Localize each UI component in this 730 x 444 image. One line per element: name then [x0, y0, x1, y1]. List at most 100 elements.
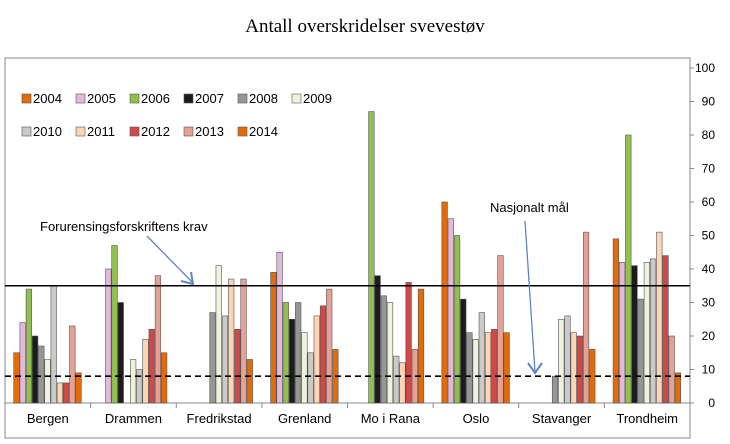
target-annotation: Nasjonalt mål: [490, 200, 569, 215]
bar-2012-Trondheim: [662, 255, 669, 404]
y-tick-label: 60: [702, 195, 716, 209]
bar-2004-Bergen: [13, 352, 20, 404]
category-label: Oslo: [463, 411, 490, 426]
bar-2007-Bergen: [32, 335, 39, 404]
y-tick-label: 10: [702, 363, 716, 377]
bar-2012-Fredrikstad: [234, 328, 241, 404]
legend-label: 2010: [33, 124, 62, 139]
bar-2009-Grenland: [301, 332, 308, 404]
y-tick-label: 0: [708, 396, 715, 410]
bar-2012-Drammen: [148, 328, 155, 404]
category-label: Grenland: [278, 411, 331, 426]
bar-2014-Drammen: [161, 352, 168, 404]
x-axis: Bergen Drammen Fredrikstad Grenland Mo i Ran…: [27, 403, 691, 426]
bar-2012-Stavanger: [576, 335, 583, 404]
bar-2011-Grenland: [313, 315, 320, 404]
bar-2013-Grenland: [326, 288, 333, 404]
legend-swatch: [129, 126, 140, 137]
category-label: Mo i Rana: [361, 411, 421, 426]
bar-2006-Trondheim: [625, 134, 632, 404]
y-tick-label: 20: [702, 329, 716, 343]
legend-label: 2011: [87, 124, 115, 139]
bar-2004-Oslo: [441, 201, 448, 404]
legend-label: 2004: [33, 91, 62, 106]
legend-label: 2008: [249, 91, 278, 106]
bar-2013-Fredrikstad: [240, 278, 247, 404]
bar-2014-Bergen: [75, 372, 82, 404]
legend-swatch: [183, 126, 194, 137]
bar-2008-Mo-i-Rana: [380, 295, 387, 404]
bar-2007-Drammen: [117, 302, 124, 404]
bar-2011-Drammen: [142, 339, 149, 404]
legend: 2004 2005 2006 2007 2008 2009 2010 2011 2012 2013…: [21, 91, 332, 139]
bar-2014-Trondheim: [674, 372, 681, 404]
bar-2010-Trondheim: [649, 258, 657, 404]
bar-2009-Bergen: [44, 359, 51, 404]
bar-2010-Oslo: [478, 312, 485, 404]
bar-2013-Stavanger: [582, 231, 590, 404]
bar-2007-Mo-i-Rana: [374, 275, 381, 404]
legend-label: 2014: [249, 124, 278, 139]
legend-swatch: [183, 93, 194, 104]
bar-2012-Bergen: [63, 382, 70, 404]
category-label: Bergen: [27, 411, 69, 426]
bar-2014-Mo-i-Rana: [417, 288, 425, 404]
y-tick-label: 50: [702, 229, 716, 243]
bar-2007-Grenland: [288, 318, 296, 404]
bar-2011-Fredrikstad: [228, 278, 235, 404]
y-tick-label: 30: [702, 296, 716, 310]
bar-2012-Oslo: [491, 328, 498, 404]
limit-annotation: Forurensingsforskriftens krav: [40, 219, 208, 234]
bar-2009-Oslo: [472, 339, 479, 404]
bar-2010-Stavanger: [564, 315, 571, 404]
category-label: Fredrikstad: [187, 411, 252, 426]
bar-2005-Bergen: [19, 322, 26, 404]
legend-label: 2007: [195, 91, 224, 106]
legend-label: 2009: [303, 91, 332, 106]
bar-2005-Grenland: [276, 251, 283, 404]
legend-swatch: [21, 93, 32, 104]
bar-2008-Grenland: [295, 302, 302, 404]
bar-2007-Oslo: [460, 298, 467, 404]
bar-2004-Trondheim: [612, 238, 619, 404]
y-tick-label: 40: [702, 262, 716, 276]
bar-2006-Oslo: [453, 235, 461, 404]
bar-2004-Grenland: [270, 272, 277, 404]
chart-title: Antall overskridelser svevestøv: [245, 16, 485, 37]
legend-swatch: [75, 93, 86, 104]
y-tick-label: 100: [695, 61, 715, 75]
category-label: Stavanger: [532, 411, 592, 426]
reference-lines: Forurensingsforskriftens krav Nasjonalt m…: [5, 200, 690, 378]
bar-2008-Fredrikstad: [209, 312, 216, 404]
bar-2006-Bergen: [25, 288, 33, 404]
bar-2006-Drammen: [111, 245, 118, 404]
bar-2009-Stavanger: [558, 318, 565, 404]
bar-2009-Trondheim: [643, 261, 650, 404]
legend-label: 2013: [195, 124, 224, 139]
limit-arrowhead-icon: [180, 271, 195, 286]
bar-2007-Trondheim: [631, 265, 638, 404]
bar-2009-Fredrikstad: [215, 265, 222, 404]
bar-2006-Grenland: [282, 302, 289, 404]
legend-label: 2005: [87, 91, 116, 106]
y-tick-label: 70: [702, 162, 716, 176]
bar-2010-Grenland: [307, 352, 314, 404]
legend-swatch: [237, 93, 248, 104]
legend-swatch: [75, 126, 86, 137]
bar-2011-Trondheim: [656, 231, 663, 404]
legend-label: 2006: [141, 91, 170, 106]
bar-2013-Drammen: [154, 275, 162, 404]
bar-2012-Grenland: [319, 305, 327, 404]
bar-2008-Trondheim: [637, 298, 644, 404]
bar-2014-Fredrikstad: [246, 359, 253, 404]
bar-2013-Bergen: [69, 325, 76, 404]
bar-2011-Mo-i-Rana: [399, 362, 406, 404]
limit-arrow-icon: [146, 235, 194, 284]
bar-2005-Oslo: [447, 218, 454, 404]
bar-2011-Stavanger: [570, 332, 577, 404]
legend-swatch: [291, 93, 302, 104]
bar-2005-Trondheim: [618, 261, 626, 404]
bar-2011-Oslo: [484, 332, 492, 404]
bar-2006-Mo-i-Rana: [368, 111, 375, 404]
